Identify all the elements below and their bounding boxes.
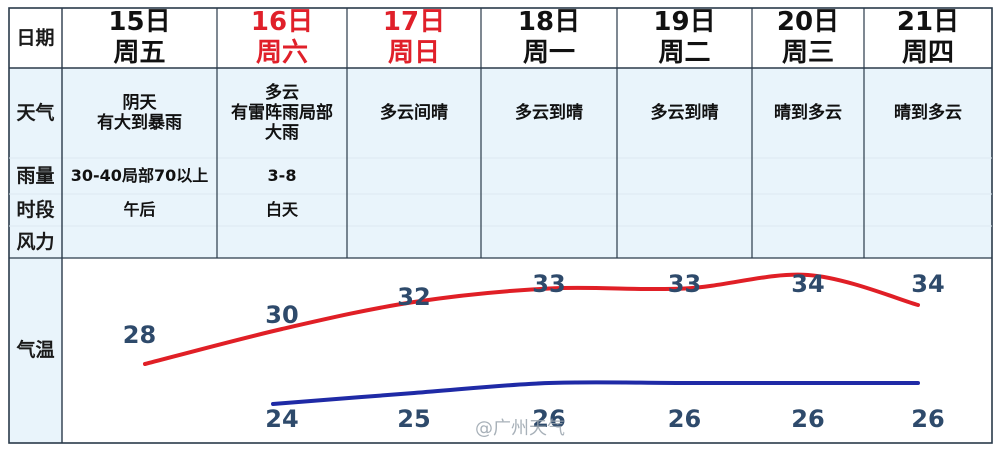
high-temp-label: 34 <box>911 270 944 298</box>
day-date: 16日 <box>250 7 314 38</box>
day-rain-0-text: 30-40局部70以上 <box>70 165 209 185</box>
day-period-3 <box>481 194 617 226</box>
day-wind-1 <box>217 226 347 258</box>
day-date: 21日 <box>896 7 960 38</box>
day-weather-2-text: 多云间晴 <box>380 102 448 123</box>
day-wind-4 <box>617 226 752 258</box>
row-label-period-text: 时段 <box>16 198 55 221</box>
high-temp-label: 34 <box>791 270 824 298</box>
day-period-1: 白天 <box>217 194 347 226</box>
day-weekday: 周五 <box>113 38 166 68</box>
day-wind-3 <box>481 226 617 258</box>
day-header-5: 20日 周三 <box>752 7 864 68</box>
row-label-wind-text: 风力 <box>16 230 55 253</box>
watermark-text: @广州天气 <box>475 418 565 439</box>
day-date: 20日 <box>776 7 840 38</box>
day-rain-1-text: 3-8 <box>267 165 297 185</box>
row-label-rain: 雨量 <box>9 158 62 194</box>
day-period-6 <box>864 194 992 226</box>
day-wind-0 <box>62 226 217 258</box>
day-date: 17日 <box>382 7 446 38</box>
day-wind-2 <box>347 226 481 258</box>
low-temp-label: 26 <box>911 405 944 433</box>
temp-label-fill <box>9 258 62 443</box>
high-temp-label: 32 <box>397 283 430 311</box>
row-label-wind: 风力 <box>9 226 62 258</box>
day-weather-3: 多云到晴 <box>481 68 617 158</box>
high-temp-label: 33 <box>668 270 701 298</box>
day-period-0-text: 午后 <box>123 199 156 219</box>
day-rain-3 <box>481 158 617 194</box>
day-date: 18日 <box>517 7 581 38</box>
day-date: 15日 <box>108 7 171 38</box>
day-period-2 <box>347 194 481 226</box>
day-period-4 <box>617 194 752 226</box>
day-weather-6-text: 晴到多云 <box>894 102 962 123</box>
day-weather-5-text: 晴到多云 <box>774 102 842 123</box>
day-weekday: 周一 <box>522 38 575 68</box>
day-period-5 <box>752 194 864 226</box>
day-weekday: 周六 <box>255 38 308 68</box>
row-label-weather: 天气 <box>9 68 62 158</box>
low-temp-line <box>271 380 920 406</box>
low-temp-label: 24 <box>265 405 298 433</box>
day-wind-5 <box>752 226 864 258</box>
day-weather-1-text: 多云 有雷阵雨局部 大雨 <box>231 82 333 144</box>
day-header-1: 16日 周六 <box>217 7 347 68</box>
day-header-4: 19日 周二 <box>617 7 752 68</box>
low-temp-label: 26 <box>668 405 701 433</box>
day-rain-4 <box>617 158 752 194</box>
day-period-1-text: 白天 <box>265 199 298 219</box>
day-period-0: 午后 <box>62 194 217 226</box>
day-weather-4-text: 多云到晴 <box>650 102 719 123</box>
row-label-rain-text: 雨量 <box>16 164 55 187</box>
day-weather-0: 阴天 有大到暴雨 <box>62 68 217 158</box>
row-label-weather-text: 天气 <box>16 101 55 124</box>
day-weekday: 周四 <box>901 38 954 68</box>
day-weather-4: 多云到晴 <box>617 68 752 158</box>
day-date: 19日 <box>653 7 716 38</box>
day-weather-3-text: 多云到晴 <box>515 102 583 123</box>
row-label-date-text: 日期 <box>16 26 55 49</box>
high-temp-line <box>143 272 920 366</box>
high-temp-label: 33 <box>532 270 565 298</box>
day-weather-6: 晴到多云 <box>864 68 992 158</box>
day-rain-1: 3-8 <box>217 158 347 194</box>
day-weather-1: 多云 有雷阵雨局部 大雨 <box>217 68 347 158</box>
row-label-temp: 气温 <box>9 258 62 443</box>
day-header-2: 17日 周日 <box>347 7 481 68</box>
day-header-3: 18日 周一 <box>481 7 617 68</box>
low-temp-label: 26 <box>791 405 824 433</box>
day-weekday: 周日 <box>387 38 440 68</box>
row-label-temp-text: 气温 <box>16 339 55 362</box>
high-temp-label: 28 <box>123 321 156 349</box>
day-rain-2 <box>347 158 481 194</box>
row-label-period: 时段 <box>9 194 62 226</box>
day-weather-2: 多云间晴 <box>347 68 481 158</box>
day-rain-5 <box>752 158 864 194</box>
day-rain-0: 30-40局部70以上 <box>62 158 217 194</box>
row-label-date: 日期 <box>9 8 62 68</box>
day-weekday: 周三 <box>781 38 834 68</box>
day-weekday: 周二 <box>658 38 711 68</box>
day-weather-5: 晴到多云 <box>752 68 864 158</box>
day-wind-6 <box>864 226 992 258</box>
low-temp-label: 25 <box>397 405 430 433</box>
low-temp-label: 26 <box>532 405 565 433</box>
day-weather-0-text: 阴天 有大到暴雨 <box>97 92 182 133</box>
high-temp-label: 30 <box>265 301 298 329</box>
day-header-0: 15日 周五 <box>62 7 217 68</box>
day-rain-6 <box>864 158 992 194</box>
day-header-6: 21日 周四 <box>864 7 992 68</box>
